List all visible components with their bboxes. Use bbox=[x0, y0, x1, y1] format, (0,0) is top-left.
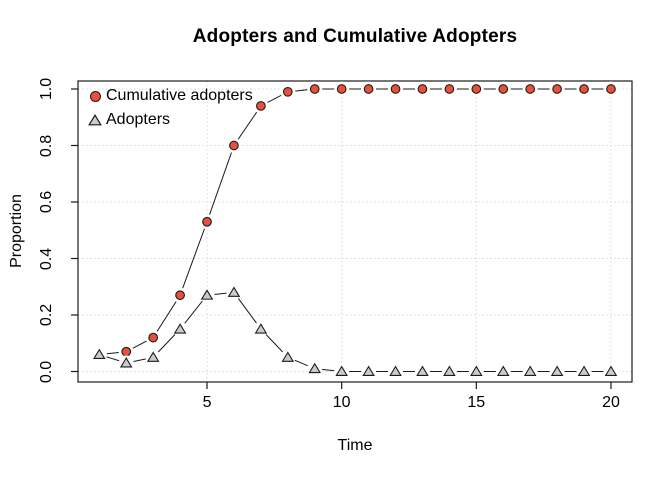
data-point-circle bbox=[471, 84, 482, 94]
data-point-circle bbox=[202, 216, 212, 227]
data-point-circle bbox=[606, 84, 616, 94]
triangle-marker-icon bbox=[84, 114, 106, 126]
data-point-triangle bbox=[335, 365, 348, 376]
data-point-triangle bbox=[362, 365, 375, 376]
data-point-circle bbox=[175, 290, 185, 301]
legend-item-adopters: Adopters bbox=[84, 108, 253, 132]
data-point-triangle bbox=[308, 362, 322, 374]
data-point-circle bbox=[309, 84, 320, 94]
legend-label: Adopters bbox=[106, 111, 171, 128]
data-point-triangle bbox=[200, 289, 214, 300]
data-point-triangle bbox=[443, 365, 456, 376]
data-point-triangle bbox=[604, 365, 618, 376]
circle-marker-icon bbox=[84, 90, 106, 102]
data-point-triangle bbox=[173, 323, 187, 334]
data-point-triangle bbox=[254, 323, 268, 334]
x-tick-label: 20 bbox=[602, 394, 620, 411]
plot-box bbox=[77, 80, 633, 383]
legend-item-cumulative-adopters: Cumulative adopters bbox=[84, 84, 253, 108]
data-point-circle bbox=[417, 84, 428, 94]
data-point-triangle bbox=[470, 365, 483, 376]
x-axis-title: Time bbox=[337, 437, 373, 454]
data-point-circle bbox=[336, 84, 347, 94]
data-point-triangle bbox=[281, 351, 295, 362]
data-point-triangle bbox=[227, 286, 241, 297]
data-point-triangle bbox=[577, 365, 591, 376]
data-point-circle bbox=[390, 84, 401, 94]
y-tick-label: 1.0 bbox=[38, 77, 55, 101]
chart-title: Adopters and Cumulative Adopters bbox=[192, 26, 518, 47]
data-point-triangle bbox=[523, 365, 537, 376]
data-point-triangle bbox=[146, 351, 160, 362]
data-point-triangle bbox=[119, 357, 133, 368]
legend: Cumulative adopters Adopters bbox=[84, 84, 253, 132]
data-point-circle bbox=[444, 84, 455, 94]
data-point-triangle bbox=[389, 365, 402, 376]
data-point-triangle bbox=[550, 365, 564, 376]
data-point-circle bbox=[525, 84, 536, 94]
y-axis-title: Proportion bbox=[8, 194, 25, 268]
data-point-circle bbox=[148, 332, 159, 343]
data-point-triangle bbox=[496, 365, 510, 376]
data-point-circle bbox=[229, 140, 239, 151]
data-point-triangle bbox=[93, 348, 106, 360]
data-point-circle bbox=[363, 84, 374, 94]
data-point-triangle bbox=[416, 365, 429, 376]
x-tick-label: 5 bbox=[202, 394, 212, 411]
x-tick-label: 15 bbox=[467, 394, 486, 411]
y-tick-label: 0.8 bbox=[38, 134, 55, 157]
y-tick-label: 0.0 bbox=[38, 360, 55, 383]
y-tick-label: 0.2 bbox=[38, 303, 55, 327]
data-point-circle bbox=[121, 346, 132, 357]
data-point-circle bbox=[498, 84, 509, 94]
legend-label: Cumulative adopters bbox=[106, 87, 253, 104]
x-tick-label: 10 bbox=[332, 394, 351, 411]
y-tick-label: 0.6 bbox=[38, 190, 55, 214]
data-point-circle bbox=[579, 84, 589, 94]
data-point-circle bbox=[552, 84, 562, 94]
data-point-circle bbox=[256, 101, 266, 111]
y-tick-label: 0.4 bbox=[38, 247, 55, 270]
data-point-circle bbox=[282, 86, 293, 97]
